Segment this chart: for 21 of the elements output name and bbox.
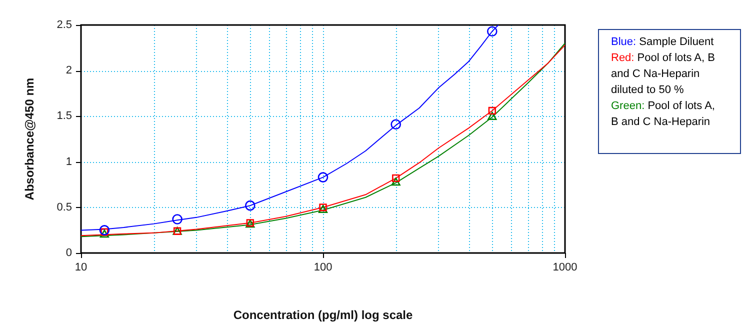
point xyxy=(392,174,400,182)
y-tick-label: 2 xyxy=(66,64,72,77)
y-tick-label: 0 xyxy=(66,247,72,260)
point xyxy=(99,225,110,236)
text: Green: Pool of lots A, B and C Na-Heparin xyxy=(611,99,716,130)
y-tick-label: 0.5 xyxy=(56,201,72,214)
point xyxy=(391,178,400,186)
y-tick-label: 2.5 xyxy=(56,19,72,32)
x-tick-label: 1000 xyxy=(552,262,578,274)
text: Blue: Sample Diluent xyxy=(611,35,715,50)
text: Red: Pool of lots A, B and C Na-Heparin diluted to 50 % xyxy=(611,51,716,98)
x-axis-title: Concentration (pg/ml) log scale xyxy=(233,308,413,322)
point xyxy=(318,172,328,182)
y-tick-label: 1 xyxy=(66,156,72,168)
y-axis-title: Absorbance@450 nm xyxy=(22,78,37,200)
point xyxy=(172,214,182,224)
x-tick-label: 100 xyxy=(314,262,332,274)
y-tick-label: 1.5 xyxy=(56,110,72,122)
point xyxy=(245,200,256,211)
x-tick-label: 10 xyxy=(74,262,88,274)
point xyxy=(390,119,401,130)
